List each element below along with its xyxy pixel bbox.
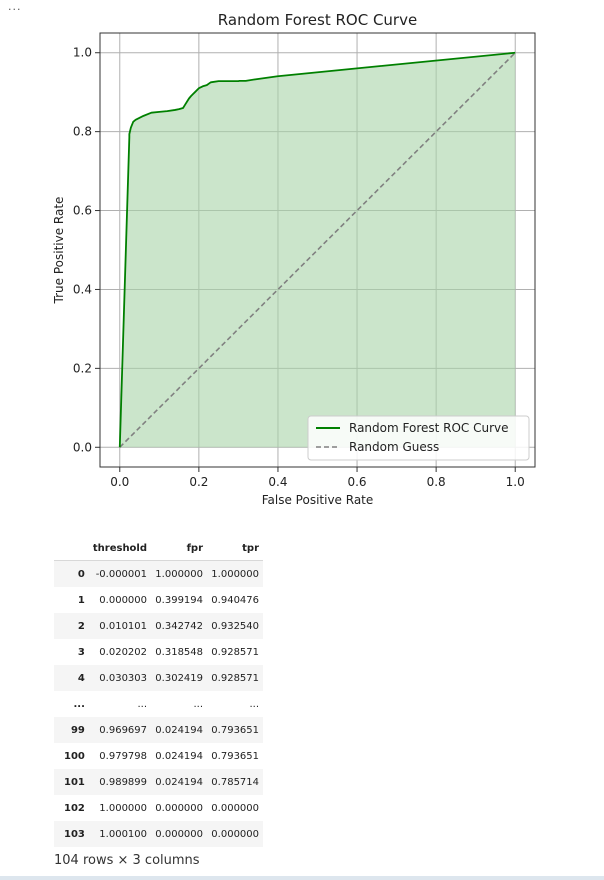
cell-fpr: 0.024194 bbox=[155, 750, 204, 762]
x-tick-label: 1.0 bbox=[506, 475, 525, 489]
table-row: 103 1.000100 0.000000 0.000000 bbox=[54, 821, 264, 847]
x-tick-label: 0.4 bbox=[268, 475, 287, 489]
roc-table: threshold fpr tpr 0 -0.000001 1.000000 1.00… bbox=[54, 536, 264, 847]
cell-threshold: 1.000000 bbox=[99, 802, 148, 814]
plot-frame bbox=[99, 32, 536, 468]
cell-fpr: ... bbox=[193, 698, 204, 710]
cell-tpr: 0.928571 bbox=[211, 672, 260, 684]
row-index: 4 bbox=[77, 672, 85, 684]
cell-tpr: 0.000000 bbox=[211, 802, 260, 814]
cell-threshold: ... bbox=[137, 698, 148, 710]
table-shape-note: 104 rows × 3 columns bbox=[54, 853, 200, 868]
cell-tpr: 1.000000 bbox=[211, 568, 260, 580]
cell-fpr: 0.024194 bbox=[155, 776, 204, 788]
row-index: 102 bbox=[64, 802, 85, 814]
legend-box bbox=[307, 415, 530, 461]
cell-threshold: 0.000000 bbox=[99, 594, 148, 606]
table-row: 99 0.969697 0.024194 0.793651 bbox=[54, 717, 264, 743]
cell-tpr: 0.940476 bbox=[211, 594, 260, 606]
cell-tpr: ... bbox=[249, 698, 260, 710]
cell-threshold: 0.020202 bbox=[99, 646, 148, 658]
cell-tpr: 0.928571 bbox=[211, 646, 260, 658]
cell-fpr: 0.342742 bbox=[155, 620, 204, 632]
cell-fpr: 0.000000 bbox=[155, 828, 204, 840]
cell-tpr: 0.785714 bbox=[211, 776, 260, 788]
cell-threshold: 1.000100 bbox=[99, 828, 148, 840]
row-index: 103 bbox=[64, 828, 85, 840]
cell-tpr: 0.793651 bbox=[211, 724, 260, 736]
roc-chart: 0.0 0.2 0.4 0.6 0.8 1.0 0.0 0.2 0.4 0.6 0.8 1.0 Ran… bbox=[52, 11, 536, 507]
row-index: 100 bbox=[64, 750, 85, 762]
cell-fpr: 0.024194 bbox=[155, 724, 204, 736]
cell-threshold: 0.979798 bbox=[99, 750, 148, 762]
legend: Random Forest ROC Curve Random Guess bbox=[307, 415, 530, 461]
y-tick-label: 0.0 bbox=[73, 440, 92, 454]
row-index: 2 bbox=[77, 620, 85, 632]
index-header bbox=[54, 536, 89, 561]
table-row: 101 0.989899 0.024194 0.785714 bbox=[54, 769, 264, 795]
legend-label-random: Random Guess bbox=[349, 440, 439, 454]
output-scrollbar[interactable] bbox=[0, 876, 604, 880]
cell-threshold: 0.030303 bbox=[99, 672, 148, 684]
x-tick-label: 0.0 bbox=[110, 475, 129, 489]
table-row: 102 1.000000 0.000000 0.000000 bbox=[54, 795, 263, 821]
table-header-row: threshold fpr tpr bbox=[54, 536, 264, 561]
cell-threshold: 0.989899 bbox=[99, 776, 148, 788]
cell-threshold: 0.010101 bbox=[99, 620, 148, 632]
dataframe-output: threshold fpr tpr 0 -0.000001 1.000000 1.00… bbox=[54, 536, 264, 847]
y-tick-label: 0.2 bbox=[73, 361, 92, 375]
cell-fpr: 0.000000 bbox=[155, 802, 204, 814]
table-row: 3 0.020202 0.318548 0.928571 bbox=[54, 639, 263, 665]
cell-threshold: -0.000001 bbox=[95, 568, 148, 580]
cell-tpr: 0.793651 bbox=[211, 750, 260, 762]
roc-curve-line bbox=[118, 51, 516, 448]
row-index: 99 bbox=[70, 724, 85, 736]
table-row: 1 0.000000 0.399194 0.940476 bbox=[54, 587, 263, 613]
cell-fpr: 1.000000 bbox=[155, 568, 204, 580]
cell-prompt-marker[interactable]: ... bbox=[8, 0, 22, 13]
cell-tpr: 0.932540 bbox=[211, 620, 260, 632]
axis-ticks: 0.0 0.2 0.4 0.6 0.8 1.0 0.0 0.2 0.4 0.6 0.8 1.0 bbox=[73, 46, 525, 489]
x-tick-label: 0.2 bbox=[189, 475, 208, 489]
table-row: 0 -0.000001 1.000000 1.000000 bbox=[54, 560, 264, 587]
y-tick-label: 0.8 bbox=[73, 125, 92, 139]
column-header-fpr: fpr bbox=[151, 536, 208, 561]
column-header-threshold: threshold bbox=[88, 536, 152, 561]
random-guess-line bbox=[119, 52, 516, 448]
row-index: 1 bbox=[77, 594, 85, 606]
table-row: 4 0.030303 0.302419 0.928571 bbox=[54, 665, 264, 691]
cell-fpr: 0.302419 bbox=[155, 672, 204, 684]
x-axis-label: False Positive Rate bbox=[262, 493, 374, 507]
row-index: 0 bbox=[77, 568, 85, 580]
y-tick-label: 0.4 bbox=[73, 282, 92, 296]
chart-title: Random Forest ROC Curve bbox=[218, 11, 417, 29]
row-index: ... bbox=[73, 698, 85, 710]
column-header-tpr: tpr bbox=[207, 536, 264, 561]
chart-marks bbox=[118, 51, 516, 448]
cell-fpr: 0.399194 bbox=[155, 594, 204, 606]
table-row: 2 0.010101 0.342742 0.932540 bbox=[54, 613, 264, 639]
y-axis-label: True Positive Rate bbox=[52, 197, 66, 305]
table-row-ellipsis: ............ bbox=[54, 691, 263, 717]
cell-tpr: 0.000000 bbox=[211, 828, 260, 840]
x-tick-label: 0.8 bbox=[427, 475, 446, 489]
cell-threshold: 0.969697 bbox=[99, 724, 148, 736]
roc-chart-svg: 0.0 0.2 0.4 0.6 0.8 1.0 0.0 0.2 0.4 0.6 0.8 1.0 Ran… bbox=[52, 11, 536, 507]
cell-fpr: 0.318548 bbox=[155, 646, 204, 658]
table-row: 100 0.979798 0.024194 0.793651 bbox=[54, 743, 263, 769]
y-tick-label: 0.6 bbox=[73, 204, 92, 218]
legend-label-roc: Random Forest ROC Curve bbox=[349, 421, 509, 435]
y-tick-label: 1.0 bbox=[73, 46, 92, 60]
x-tick-label: 0.6 bbox=[347, 475, 366, 489]
row-index: 101 bbox=[64, 776, 85, 788]
row-index: 3 bbox=[77, 646, 85, 658]
